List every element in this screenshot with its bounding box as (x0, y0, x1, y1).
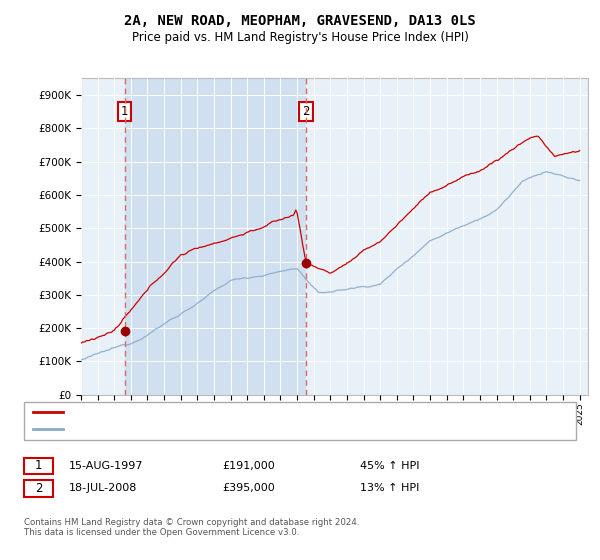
Text: 45% ↑ HPI: 45% ↑ HPI (360, 461, 419, 471)
Text: £191,000: £191,000 (222, 461, 275, 471)
Text: £395,000: £395,000 (222, 483, 275, 493)
Text: Price paid vs. HM Land Registry's House Price Index (HPI): Price paid vs. HM Land Registry's House … (131, 31, 469, 44)
Text: 18-JUL-2008: 18-JUL-2008 (69, 483, 137, 493)
Text: Contains HM Land Registry data © Crown copyright and database right 2024.
This d: Contains HM Land Registry data © Crown c… (24, 518, 359, 538)
Text: HPI: Average price, detached house, Gravesham: HPI: Average price, detached house, Grav… (69, 424, 306, 434)
Bar (125, 78, 306, 395)
Text: 2: 2 (302, 105, 310, 118)
Text: 2A, NEW ROAD, MEOPHAM, GRAVESEND, DA13 0LS (detached house): 2A, NEW ROAD, MEOPHAM, GRAVESEND, DA13 0… (69, 407, 409, 417)
Text: 15-AUG-1997: 15-AUG-1997 (69, 461, 143, 471)
Text: 2A, NEW ROAD, MEOPHAM, GRAVESEND, DA13 0LS: 2A, NEW ROAD, MEOPHAM, GRAVESEND, DA13 0… (124, 14, 476, 28)
Text: 13% ↑ HPI: 13% ↑ HPI (360, 483, 419, 493)
Text: 1: 1 (121, 105, 128, 118)
Text: 1: 1 (35, 459, 42, 473)
Text: 2: 2 (35, 482, 42, 495)
